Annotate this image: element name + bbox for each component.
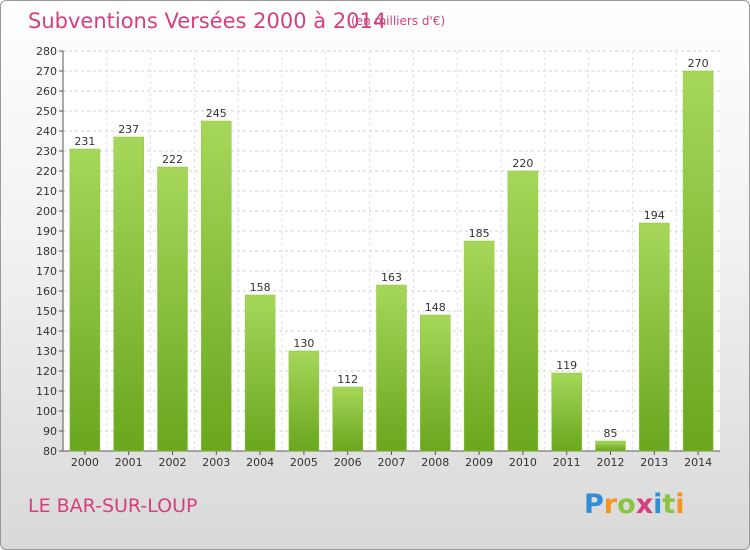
y-tick-label: 150 (36, 305, 57, 318)
x-tick-label-2007: 2007 (378, 456, 406, 469)
y-tick-label: 90 (43, 425, 57, 438)
chart-subtitle: (en milliers d'€) (351, 14, 446, 28)
y-tick-label: 130 (36, 345, 57, 358)
y-tick-label: 120 (36, 365, 57, 378)
value-label-2013: 194 (644, 209, 665, 222)
x-tick-label-2003: 2003 (202, 456, 230, 469)
value-label-2012: 85 (604, 427, 618, 440)
bar-2004 (244, 294, 276, 452)
y-tick-label: 180 (36, 245, 57, 258)
bar-2007 (376, 284, 407, 452)
chart-title: Subventions Versées 2000 à 2014 (28, 9, 387, 33)
x-tick-label-2008: 2008 (421, 456, 449, 469)
y-tick-label: 280 (36, 45, 57, 58)
y-tick-label: 250 (36, 105, 57, 118)
value-label-2003: 245 (206, 107, 227, 120)
y-tick-label: 170 (36, 265, 57, 278)
bar-2002 (157, 166, 188, 452)
labels: 231 2000 237 2001 222 2002 245 2003 158 2004 130 20… (71, 57, 712, 469)
bar-2000 (69, 148, 101, 452)
y-tick-label: 80 (43, 445, 57, 458)
y-tick-label: 210 (36, 185, 57, 198)
y-tick-label: 190 (36, 225, 57, 238)
bar-2009 (463, 240, 495, 452)
value-label-2014: 270 (688, 57, 709, 70)
commune-name: LE BAR-SUR-LOUP (28, 495, 198, 517)
value-label-2000: 231 (74, 135, 95, 148)
x-tick-label-2006: 2006 (334, 456, 362, 469)
x-tick-label-2009: 2009 (465, 456, 493, 469)
value-label-2008: 148 (425, 301, 446, 314)
value-label-2010: 220 (512, 157, 533, 170)
x-tick-label-2012: 2012 (597, 456, 625, 469)
bar-2005 (288, 350, 320, 452)
y-tick-label: 260 (36, 85, 57, 98)
bars (69, 70, 714, 452)
y-tick-label: 100 (36, 405, 57, 418)
x-tick-label-2013: 2013 (640, 456, 668, 469)
bar-2010 (507, 170, 539, 452)
x-tick-label-2005: 2005 (290, 456, 318, 469)
x-tick-label-2011: 2011 (553, 456, 581, 469)
value-label-2004: 158 (250, 281, 271, 294)
x-tick-label-2010: 2010 (509, 456, 537, 469)
value-label-2006: 112 (337, 373, 358, 386)
value-label-2009: 185 (469, 227, 490, 240)
bar-2011 (551, 372, 582, 452)
bar-2008 (420, 314, 451, 452)
y-tick-label: 220 (36, 165, 57, 178)
bar-2013 (639, 222, 670, 452)
y-tick-label: 110 (36, 385, 57, 398)
y-tick-label: 140 (36, 325, 57, 338)
bar-2014 (682, 70, 714, 452)
bar-2006 (332, 386, 363, 452)
value-label-2002: 222 (162, 153, 183, 166)
value-label-2007: 163 (381, 271, 402, 284)
y-tick-label: 160 (36, 285, 57, 298)
bar-2012 (595, 440, 626, 452)
x-tick-label-2004: 2004 (246, 456, 274, 469)
x-tick-label-2001: 2001 (115, 456, 143, 469)
y-tick-label: 230 (36, 145, 57, 158)
x-tick-label-2002: 2002 (159, 456, 187, 469)
proxiti-logo: Proxiti (584, 489, 685, 520)
y-tick-label: 270 (36, 65, 57, 78)
bar-2003 (201, 120, 232, 452)
x-tick-label-2014: 2014 (684, 456, 712, 469)
value-label-2005: 130 (293, 337, 314, 350)
value-label-2001: 237 (118, 123, 139, 136)
value-label-2011: 119 (556, 359, 577, 372)
y-tick-label: 240 (36, 125, 57, 138)
bar-2001 (113, 136, 144, 452)
x-tick-label-2000: 2000 (71, 456, 99, 469)
y-tick-label: 200 (36, 205, 57, 218)
